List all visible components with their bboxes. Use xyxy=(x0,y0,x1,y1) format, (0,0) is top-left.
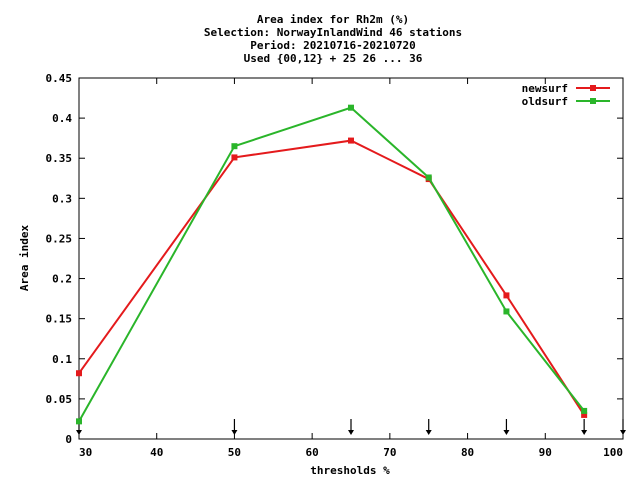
threshold-arrow-head xyxy=(503,430,510,435)
threshold-arrow-head xyxy=(620,430,626,435)
title-line-4: Used {00,12} + 25 26 ... 36 xyxy=(244,52,423,65)
legend-label-newsurf: newsurf xyxy=(522,82,568,95)
x-tick-label: 60 xyxy=(306,446,319,459)
data-point-oldsurf xyxy=(231,143,238,150)
title-line-3: Period: 20210716-20210720 xyxy=(250,39,416,52)
threshold-markers xyxy=(76,419,626,435)
x-tick-label: 90 xyxy=(539,446,552,459)
series-layer xyxy=(76,104,588,425)
threshold-arrow-head xyxy=(348,430,354,435)
threshold-arrow-head xyxy=(76,430,82,435)
plot-frame xyxy=(78,77,624,440)
threshold-arrow-head xyxy=(231,430,238,435)
legend-label-oldsurf: oldsurf xyxy=(522,95,568,108)
threshold-arrow-head xyxy=(581,430,588,435)
y-tick-label: 0.4 xyxy=(52,112,72,125)
threshold-arrow-head xyxy=(425,430,432,435)
series-line-oldsurf xyxy=(78,106,585,422)
y-axis-label: Area index xyxy=(18,225,31,292)
data-point-oldsurf xyxy=(581,407,588,414)
data-point-newsurf xyxy=(348,137,354,144)
x-tick-label: 30 xyxy=(79,446,92,459)
x-tick-label: 80 xyxy=(461,446,474,459)
data-point-newsurf xyxy=(581,411,588,418)
data-point-oldsurf xyxy=(503,308,510,315)
title-line-2: Selection: NorwayInlandWind 46 stations xyxy=(204,26,462,39)
x-tick-label: 40 xyxy=(150,446,163,459)
y-tick-label: 0 xyxy=(65,433,72,446)
data-point-oldsurf xyxy=(425,174,432,181)
y-tick-label: 0.15 xyxy=(46,313,73,326)
y-tick-label: 0.35 xyxy=(46,152,73,165)
data-point-newsurf xyxy=(231,154,238,161)
legend-swatch-point xyxy=(590,98,596,104)
x-tick-label: 100 xyxy=(603,446,623,459)
data-point-oldsurf xyxy=(76,418,82,425)
y-axis-ticks: 0 0.05 0.1 0.15 0.2 0.25 0.3 0.35 0.4 0.45 xyxy=(46,72,623,446)
data-point-newsurf xyxy=(76,370,82,377)
y-tick-label: 0.05 xyxy=(46,393,73,406)
x-tick-label: 70 xyxy=(383,446,396,459)
y-tick-label: 0.1 xyxy=(52,353,72,366)
data-point-newsurf xyxy=(503,292,510,299)
x-axis-ticks: 30 40 50 60 70 80 90 100 xyxy=(78,78,624,459)
data-point-oldsurf xyxy=(348,104,354,111)
y-tick-label: 0.2 xyxy=(52,273,72,286)
x-tick-label: 50 xyxy=(228,446,241,459)
x-axis-label: thresholds % xyxy=(310,464,390,477)
y-tick-label: 0.25 xyxy=(46,232,73,245)
y-tick-label: 0.3 xyxy=(52,192,72,205)
title-line-1: Area index for Rh2m (%) xyxy=(257,13,409,26)
chart-title: Area index for Rh2m (%) Selection: Norwa… xyxy=(204,13,462,65)
series-line-newsurf xyxy=(78,139,585,416)
y-tick-label: 0.45 xyxy=(46,72,73,85)
legend-swatch-point xyxy=(590,85,596,91)
